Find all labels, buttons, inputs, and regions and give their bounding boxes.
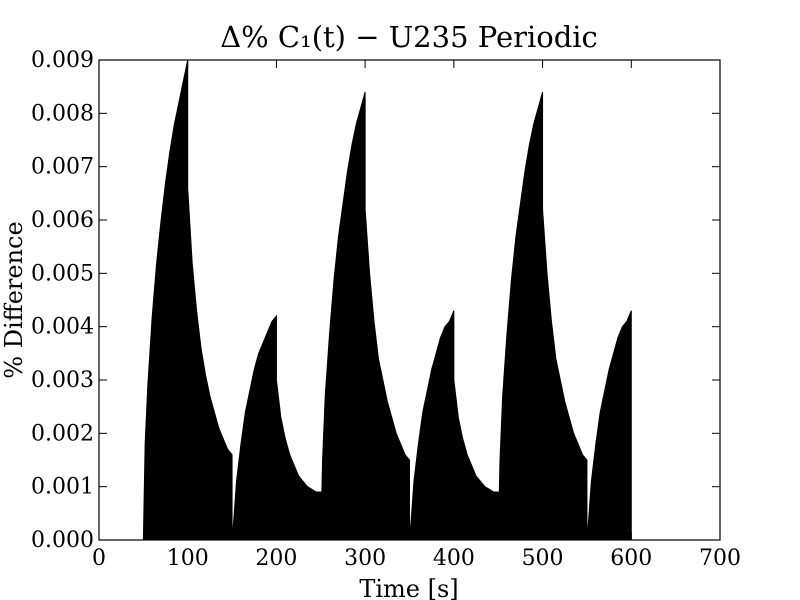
y-tick-label: 0.002 bbox=[31, 421, 94, 446]
y-tick-label: 0.006 bbox=[31, 208, 94, 233]
y-tick-label: 0.004 bbox=[31, 315, 94, 340]
x-tick-label: 0 bbox=[92, 546, 106, 571]
y-tick-label: 0.005 bbox=[31, 261, 94, 286]
x-tick-label: 400 bbox=[433, 546, 475, 571]
x-axis: 0 100 200 300 400 500 600 700 bbox=[92, 60, 741, 571]
x-tick-label: 500 bbox=[522, 546, 564, 571]
y-axis: 0.000 0.001 0.002 0.003 0.004 0.005 0.006 0.007… bbox=[31, 48, 720, 553]
y-tick-label: 0.001 bbox=[31, 475, 94, 500]
y-tick-label: 0.008 bbox=[31, 101, 94, 126]
y-tick-label: 0.003 bbox=[31, 368, 94, 393]
x-axis-label: Time [s] bbox=[359, 575, 458, 600]
x-tick-label: 100 bbox=[167, 546, 209, 571]
area-series-0 bbox=[142, 59, 632, 541]
plot-frame bbox=[98, 59, 721, 541]
y-tick-label: 0.009 bbox=[31, 48, 94, 73]
x-tick-label: 600 bbox=[610, 546, 652, 571]
series-layer bbox=[142, 59, 632, 541]
y-axis-label: % Difference bbox=[0, 221, 28, 378]
chart-title: Δ% C₁(t) − U235 Periodic bbox=[220, 20, 598, 54]
x-tick-label: 200 bbox=[255, 546, 297, 571]
y-tick-label: 0.007 bbox=[31, 155, 94, 180]
x-tick-label: 700 bbox=[699, 546, 741, 571]
x-tick-label: 300 bbox=[344, 546, 386, 571]
y-tick-label: 0.000 bbox=[31, 528, 94, 553]
